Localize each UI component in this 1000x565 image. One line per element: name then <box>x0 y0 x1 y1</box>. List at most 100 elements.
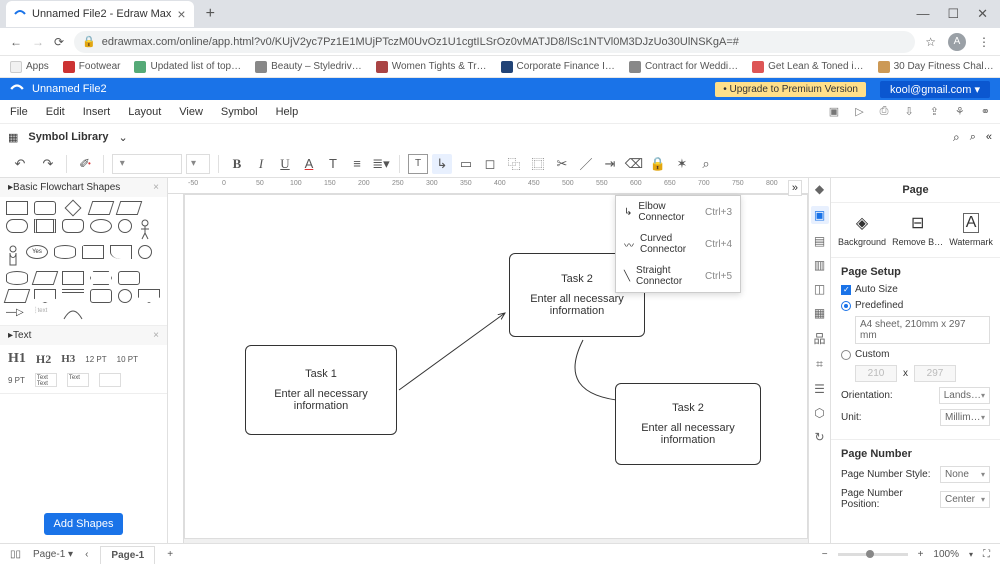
shape-rect-button[interactable]: ▭ <box>456 154 476 174</box>
rail-shape-icon[interactable]: ⬡ <box>814 406 824 420</box>
shape-actor2[interactable] <box>6 245 20 267</box>
bookmark[interactable]: Get Lean & Toned i… <box>752 61 863 73</box>
connector-curved[interactable]: 〰 Curved Connector Ctrl+4 <box>616 228 740 260</box>
italic-button[interactable]: I <box>251 154 271 174</box>
menu-symbol[interactable]: Symbol <box>221 106 258 118</box>
rail-icons-icon[interactable]: ▦ <box>814 306 825 320</box>
shape-parallel[interactable] <box>88 201 115 215</box>
connector-elbow[interactable]: ↳ Elbow Connector Ctrl+3 <box>616 196 740 228</box>
pn-pos-select[interactable]: Center <box>940 491 990 508</box>
bookmark[interactable]: Beauty – Styledriv… <box>255 61 362 73</box>
redo-icon[interactable]: ↷ <box>38 154 58 174</box>
shape-group-button[interactable]: ⿻ <box>504 154 524 174</box>
shape-round3[interactable] <box>90 289 112 303</box>
browser-menu-icon[interactable]: ⋮ <box>978 35 990 49</box>
play-icon[interactable]: ▷ <box>855 105 863 118</box>
zoom-in-icon[interactable]: ⌕ <box>953 130 960 145</box>
new-tab-button[interactable]: + <box>200 5 221 23</box>
rail-page-icon[interactable]: ▣ <box>811 206 829 224</box>
add-page-icon[interactable]: + <box>167 549 173 560</box>
shape-db[interactable] <box>54 245 76 259</box>
shape-actor[interactable] <box>138 219 152 241</box>
h3-sample[interactable]: H3 <box>61 353 75 365</box>
shape-rect[interactable] <box>6 201 28 215</box>
shape-penta[interactable] <box>34 289 56 303</box>
pt10[interactable]: 10 PT <box>117 355 138 364</box>
prev-page-icon[interactable]: ‹ <box>85 549 88 560</box>
upgrade-button[interactable]: • Upgrade to Premium Version <box>715 82 866 97</box>
rail-layers-icon[interactable]: ▤ <box>814 234 825 248</box>
shapes-section-header[interactable]: ▸ Basic Flowchart Shapes× <box>0 178 167 197</box>
share-icon[interactable]: ⚘ <box>955 105 965 118</box>
bookmark[interactable]: 30 Day Fitness Chal… <box>878 61 994 73</box>
shape-hex[interactable] <box>90 271 112 285</box>
line-style-button[interactable]: ／ <box>576 154 596 174</box>
unit-select[interactable]: Millim… <box>940 409 990 426</box>
search-button[interactable]: ⌕ <box>696 154 716 174</box>
shape-roundrect[interactable] <box>34 201 56 215</box>
connector-button[interactable]: ↳ <box>432 154 452 174</box>
download-icon[interactable]: ⇩ <box>904 105 913 118</box>
h1-sample[interactable]: H1 <box>8 351 26 367</box>
shape-subproc[interactable] <box>34 219 56 233</box>
text-box-sample[interactable]: TextText <box>35 373 57 387</box>
page-tab[interactable]: Page-1 <box>100 546 155 564</box>
shape-shield[interactable] <box>138 289 160 303</box>
save-icon[interactable]: ⎙ <box>880 105 889 118</box>
shape-diamond[interactable] <box>65 200 82 217</box>
font-color-button[interactable]: A <box>299 154 319 174</box>
nav-back-icon[interactable]: ← <box>10 35 22 49</box>
bold-button[interactable]: B <box>227 154 247 174</box>
custom-radio[interactable]: Custom <box>841 349 889 360</box>
align-button[interactable]: ≡ <box>347 154 367 174</box>
zoom-out-button[interactable]: − <box>822 549 828 560</box>
browser-tab[interactable]: Unnamed File2 - Edraw Max × <box>6 1 194 27</box>
shape-pill[interactable] <box>6 219 28 233</box>
lock-button[interactable]: 🔒 <box>648 154 668 174</box>
export-icon[interactable]: ⇪ <box>930 105 939 118</box>
rail-ruler-icon[interactable]: ▥ <box>814 258 825 272</box>
menu-insert[interactable]: Insert <box>83 106 111 118</box>
close-text-icon[interactable]: × <box>153 330 159 341</box>
zoom-slider[interactable] <box>838 553 908 556</box>
shape-round-button[interactable]: ◻ <box>480 154 500 174</box>
orientation-select[interactable]: Lands… <box>939 387 990 404</box>
flow-node[interactable]: Task 1Enter all necessary information <box>245 345 397 435</box>
nav-fwd-icon[interactable]: → <box>32 35 44 49</box>
page-select[interactable]: Page-1 ▾ <box>33 549 73 560</box>
shape-circle[interactable] <box>118 219 132 233</box>
font-family-select[interactable]: ▾ <box>112 154 182 174</box>
star-icon[interactable]: ☆ <box>925 35 936 49</box>
menu-edit[interactable]: Edit <box>46 106 65 118</box>
shape-doc[interactable] <box>110 245 132 259</box>
h2-sample[interactable]: H2 <box>36 352 51 367</box>
zoom-in-button[interactable]: + <box>918 549 924 560</box>
text-box-sample[interactable] <box>99 373 121 387</box>
shape-conn[interactable] <box>138 245 152 259</box>
text-box-button[interactable]: T <box>323 154 343 174</box>
rail-history-icon[interactable]: ↻ <box>814 430 824 444</box>
ungroup-button[interactable]: ⿴ <box>528 154 548 174</box>
arrow-style-button[interactable]: ⇥ <box>600 154 620 174</box>
shape-trap[interactable] <box>32 271 59 285</box>
bookmark[interactable]: Footwear <box>63 61 121 73</box>
rail-theme-icon[interactable]: ◆ <box>815 182 824 196</box>
shape-circ2[interactable] <box>118 289 132 303</box>
expand-right-icon[interactable]: » <box>788 180 802 196</box>
insert-text-button[interactable]: T <box>408 154 428 174</box>
pt12[interactable]: 12 PT <box>85 355 106 364</box>
shape-yes[interactable]: Yes <box>26 245 48 259</box>
background-tool[interactable]: ◈ Background <box>838 213 886 247</box>
crop-button[interactable]: ✂ <box>552 154 572 174</box>
eraser-button[interactable]: ⌫ <box>624 154 644 174</box>
add-shapes-button[interactable]: Add Shapes <box>44 513 124 535</box>
account-email[interactable]: kool@gmail.com ▾ <box>880 81 990 98</box>
text-box-sample[interactable]: Text <box>67 373 89 387</box>
auto-size-checkbox[interactable]: Auto Size <box>841 284 898 295</box>
pages-icon[interactable]: ▯▯ <box>10 549 21 560</box>
predefined-radio[interactable]: Predefined <box>841 300 903 311</box>
shape-lines[interactable] <box>62 289 84 293</box>
shape-arrow[interactable]: —▷ <box>6 307 28 321</box>
settings-button[interactable]: ✶ <box>672 154 692 174</box>
profile-avatar[interactable]: A <box>948 33 966 51</box>
